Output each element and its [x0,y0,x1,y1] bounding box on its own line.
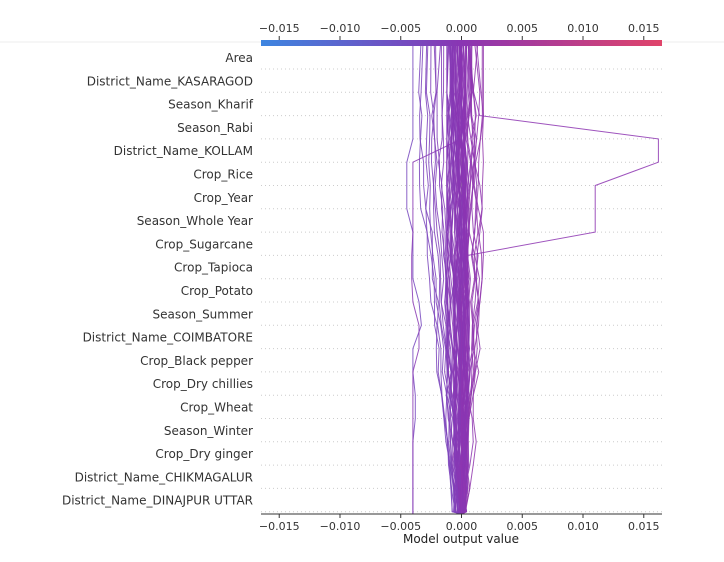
colorbar [261,40,662,46]
feature-label: District_Name_KASARAGOD [87,74,253,88]
feature-label: Crop_Wheat [180,401,253,415]
x-tick-label-top: 0.010 [567,22,599,35]
feature-label: Season_Whole Year [137,214,253,228]
feature-label: Crop_Year [194,191,253,205]
feature-label: Season_Rabi [177,121,253,135]
x-axis: −0.015 −0.015 −0.010 −0.010 −0.005 −0.005 0.00… [259,22,662,533]
feature-label: Crop_Dry chillies [153,377,253,391]
x-tick-label: −0.005 [380,520,421,533]
feature-label: Crop_Tapioca [174,261,253,275]
x-tick-label: 0.015 [628,520,660,533]
x-tick-label-top: −0.010 [320,22,361,35]
x-tick-label-top: 0.005 [507,22,539,35]
feature-label: District_Name_COIMBATORE [83,331,253,345]
x-tick-label: −0.015 [259,520,300,533]
decision-line [425,41,462,515]
x-tick-label: −0.010 [320,520,361,533]
feature-label: District_Name_KOLLAM [114,144,253,158]
feature-label: Season_Kharif [168,98,254,112]
feature-label: District_Name_CHIKMAGALUR [75,470,253,484]
decision-line [455,41,468,515]
feature-label: Crop_Potato [181,284,253,298]
x-tick-label: 0.000 [446,520,478,533]
decision-line [449,41,464,515]
feature-label: Crop_Sugarcane [155,237,253,251]
grid-layer [0,41,724,514]
decision-line [431,41,462,515]
decision-line-notable [406,42,422,514]
feature-label: Crop_Dry ginger [155,447,253,461]
x-tick-label-top: −0.005 [380,22,421,35]
colorbar-bar [261,40,662,46]
feature-label: Season_Summer [153,307,254,321]
x-tick-label-top: 0.000 [446,22,478,35]
x-tick-label: 0.010 [567,520,599,533]
feature-labels: Area District_Name_KASARAGOD Season_Kharif… [62,51,254,508]
decision-line [440,41,462,515]
x-tick-label-top: −0.015 [259,22,300,35]
decision-line-notable [411,41,462,514]
feature-label: Crop_Rice [193,168,253,182]
feature-label: District_Name_DINAJPUR UTTAR [62,494,253,508]
decision-line [446,41,462,515]
decision-line [461,41,481,515]
feature-label: Area [225,51,253,65]
decision-line [456,41,470,515]
lines-layer [406,41,659,515]
decision-line-notable [461,41,659,514]
x-tick-label: 0.005 [507,520,539,533]
x-tick-label-top: 0.015 [628,22,660,35]
feature-label: Crop_Black pepper [140,354,253,368]
decision-line [454,41,465,515]
feature-label: Season_Winter [164,424,253,438]
x-axis-title: Model output value [403,532,519,546]
decision-line [430,41,462,515]
